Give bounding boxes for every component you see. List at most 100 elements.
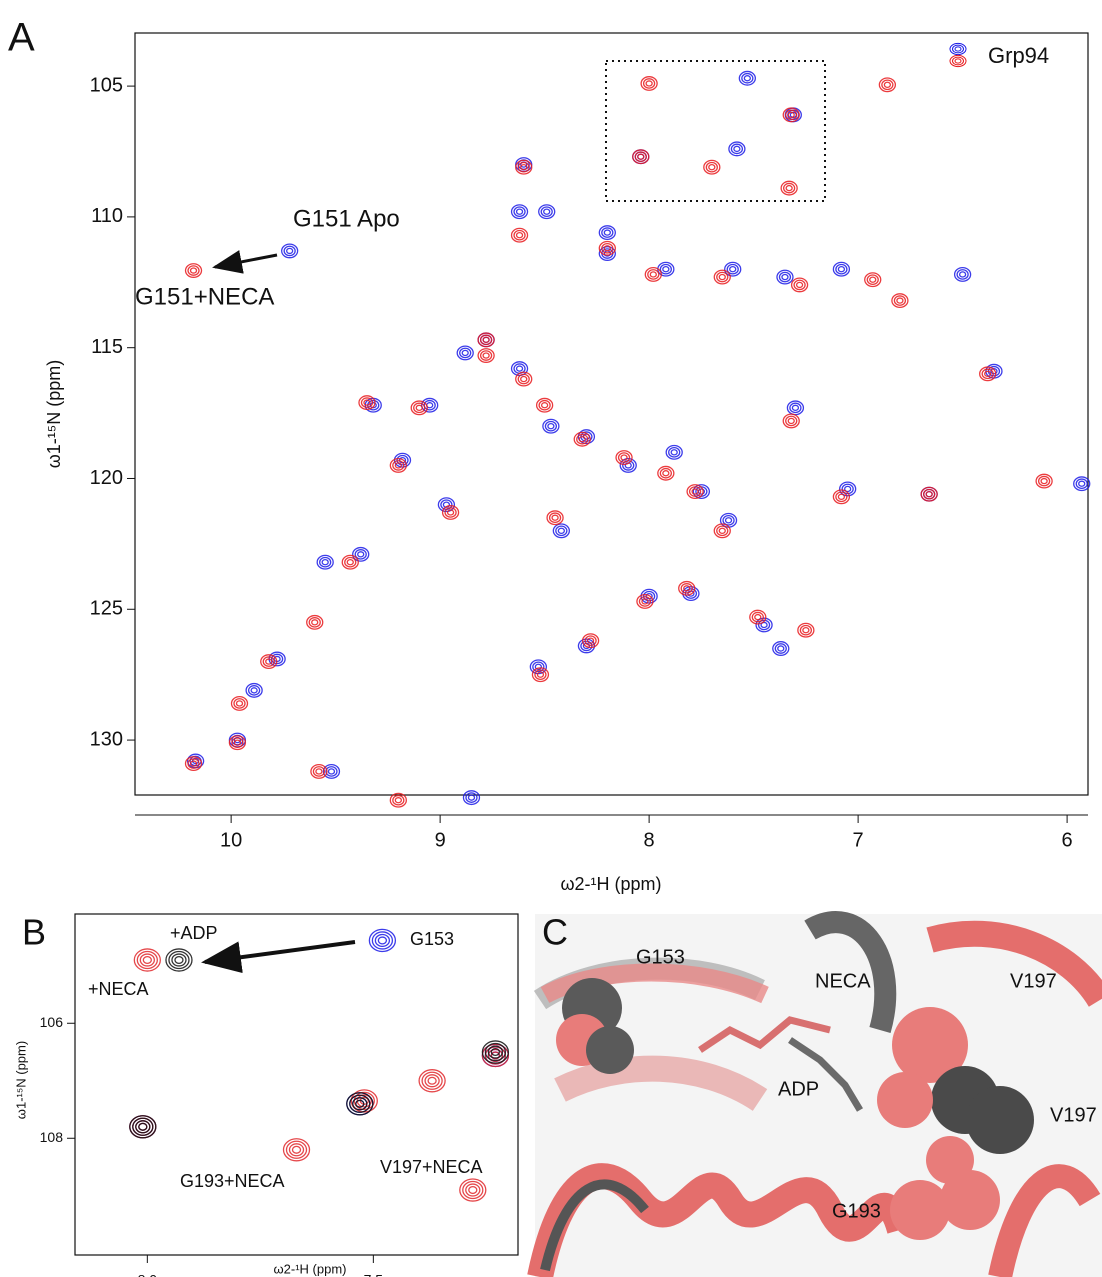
structure-label: V197 — [1050, 1104, 1097, 1126]
contour — [638, 596, 652, 607]
contour — [316, 554, 334, 570]
contour — [315, 768, 323, 775]
arrow — [201, 940, 356, 974]
contour — [358, 395, 376, 411]
contour — [189, 267, 198, 274]
contour — [322, 764, 341, 779]
contour — [459, 347, 472, 359]
peak — [245, 682, 263, 698]
contour — [657, 465, 675, 481]
contour — [645, 80, 653, 87]
contour — [515, 208, 524, 215]
contour — [477, 348, 495, 363]
peak — [728, 141, 746, 157]
contour — [598, 246, 616, 261]
contour — [636, 593, 654, 609]
contour — [778, 271, 792, 283]
contour — [797, 622, 815, 638]
contour — [377, 936, 388, 945]
contour — [352, 1097, 368, 1111]
contour — [790, 277, 809, 293]
contour — [841, 483, 854, 495]
arrow — [212, 250, 278, 274]
contour — [535, 397, 554, 413]
contour — [444, 507, 457, 518]
contour — [958, 271, 967, 278]
peak — [542, 418, 560, 434]
contour — [684, 588, 698, 599]
contour — [984, 370, 992, 378]
contour — [306, 614, 324, 630]
contour — [423, 399, 436, 411]
peak — [510, 204, 529, 220]
contour — [360, 397, 374, 408]
contour — [795, 281, 804, 289]
contour — [165, 948, 193, 972]
peak — [878, 77, 897, 93]
contour — [634, 151, 647, 163]
contour — [708, 163, 716, 171]
peak — [839, 481, 857, 497]
y-axis-label: ω1-¹⁵N (ppm) — [44, 360, 64, 469]
contour — [282, 1138, 311, 1162]
contour — [925, 490, 933, 498]
contour — [291, 1145, 302, 1154]
contour — [325, 766, 338, 777]
contour — [538, 399, 551, 411]
contour — [644, 266, 662, 282]
contour — [517, 161, 530, 173]
contour — [682, 586, 700, 602]
contour — [482, 336, 490, 344]
peak — [133, 948, 161, 972]
peak — [341, 554, 359, 570]
legend-swatch — [952, 44, 964, 54]
contour — [515, 371, 533, 387]
contour — [776, 269, 794, 285]
contour — [311, 619, 319, 626]
peak — [657, 465, 675, 481]
contour — [174, 955, 184, 965]
peak — [782, 107, 800, 123]
contour — [543, 208, 551, 215]
contour — [751, 611, 764, 623]
contour — [441, 505, 460, 520]
contour — [552, 523, 570, 539]
contour — [477, 332, 495, 348]
peak — [184, 756, 203, 772]
peak — [581, 633, 600, 649]
x-tick-label: 10 — [220, 829, 242, 851]
contour — [893, 295, 907, 306]
contour — [285, 1140, 308, 1159]
contour — [369, 402, 377, 409]
contour — [327, 768, 336, 775]
peak — [782, 413, 800, 429]
contour — [789, 402, 802, 414]
contour — [785, 184, 793, 192]
contour — [540, 402, 549, 409]
peak — [724, 261, 742, 277]
peak — [129, 1115, 157, 1139]
contour — [670, 449, 678, 456]
x-tick-label: 7 — [853, 829, 864, 851]
annotation: +ADP — [170, 923, 218, 943]
contour — [637, 153, 645, 160]
contour — [1075, 478, 1088, 490]
peak — [481, 1040, 510, 1064]
contour — [396, 454, 409, 466]
contour — [136, 950, 158, 970]
panel-label: B — [22, 912, 46, 953]
peak — [772, 641, 790, 656]
contour — [866, 274, 879, 286]
contour — [281, 243, 299, 259]
contour — [640, 76, 658, 91]
peak — [832, 489, 851, 505]
contour — [754, 613, 762, 621]
contour — [601, 227, 614, 238]
contour — [649, 271, 657, 278]
contour — [1037, 475, 1051, 487]
zoom-box — [605, 60, 826, 202]
contour — [132, 1117, 154, 1136]
contour — [437, 497, 456, 513]
contour — [344, 556, 357, 568]
